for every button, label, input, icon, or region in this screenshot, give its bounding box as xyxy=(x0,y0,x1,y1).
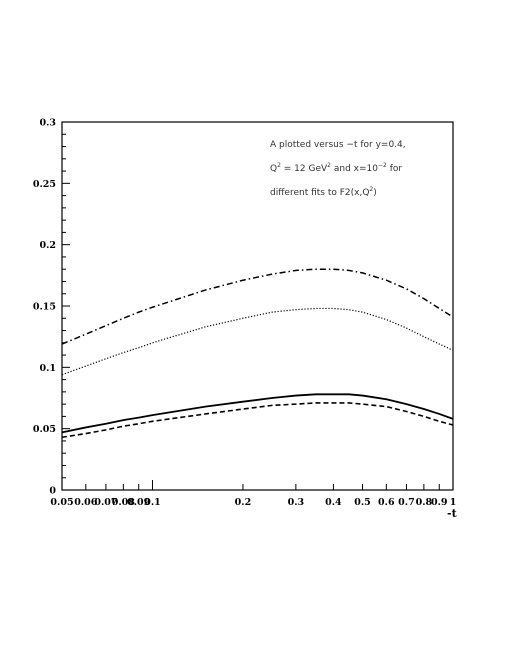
y-axis: 0 0.05 0.1 0.15 0.2 0.25 0.3 xyxy=(33,118,70,497)
annotation-text: different fits to F2(x,Q xyxy=(270,188,369,198)
series-group xyxy=(61,268,454,439)
y-tick-label: 0.2 xyxy=(39,240,56,251)
series-line-dashed xyxy=(61,402,454,439)
x-tick-label: 0.9 xyxy=(431,497,448,508)
x-axis: 0.05 0.060.070.080.090.1 0.2 0.3 0.4 0.5 0.6 0.… xyxy=(50,480,456,508)
x-tick-label: 0.4 xyxy=(325,497,342,508)
plot-frame-rect xyxy=(61,121,454,491)
annotation-text: Q xyxy=(270,164,277,174)
annotation-line-3: different fits to F2(x,Q2) xyxy=(270,186,377,198)
series-line-dashdot xyxy=(61,268,454,345)
x-tick-label: 0.5 xyxy=(354,497,371,508)
x-tick-label: 0.3 xyxy=(288,497,305,508)
x-tick-label: 0.06 xyxy=(74,497,98,508)
y-tick-label: 0.25 xyxy=(33,179,56,190)
plot-frame xyxy=(61,121,454,491)
annotation-superscript: 2 xyxy=(277,162,281,169)
annotation-text: ) xyxy=(373,188,377,198)
annotation-text: for xyxy=(387,164,403,174)
annotation-line-2: Q2 = 12 GeV2 and x=10−2 for xyxy=(270,162,402,174)
x-tick-label: 0.6 xyxy=(378,497,395,508)
series-line-dotted xyxy=(61,307,454,376)
x-tick-label: 0.09 xyxy=(127,497,151,508)
y-tick-label: 0.1 xyxy=(39,363,56,374)
x-tick-label: 0.08 xyxy=(112,497,136,508)
x-tick-label: 0.2 xyxy=(235,497,252,508)
x-axis-label: -t xyxy=(447,507,458,520)
annotation-line-1: A plotted versus −t for y=0.4, xyxy=(270,140,406,150)
y-tick-label: 0.05 xyxy=(33,424,56,435)
x-tick-label: 0.7 xyxy=(398,497,415,508)
annotation: A plotted versus −t for y=0.4, Q2 = 12 G… xyxy=(270,140,406,198)
series-line-solid xyxy=(61,393,454,434)
x-tick-label: 0.07 xyxy=(94,497,117,508)
annotation-text: and x=10 xyxy=(331,164,378,174)
x-tick-label: 0.1 xyxy=(144,497,161,508)
annotation-superscript: 2 xyxy=(327,162,331,169)
annotation-text: = 12 GeV xyxy=(281,164,328,174)
annotation-superscript: −2 xyxy=(378,162,387,169)
x-tick-label: 0.8 xyxy=(416,497,433,508)
annotation-superscript: 2 xyxy=(369,186,373,193)
y-tick-label: 0.15 xyxy=(33,302,56,313)
x-tick-label: 1 xyxy=(450,497,457,508)
y-tick-label: 0.3 xyxy=(39,118,56,129)
x-tick-label: 0.05 xyxy=(50,497,73,508)
y-tick-label: 0 xyxy=(49,486,56,497)
